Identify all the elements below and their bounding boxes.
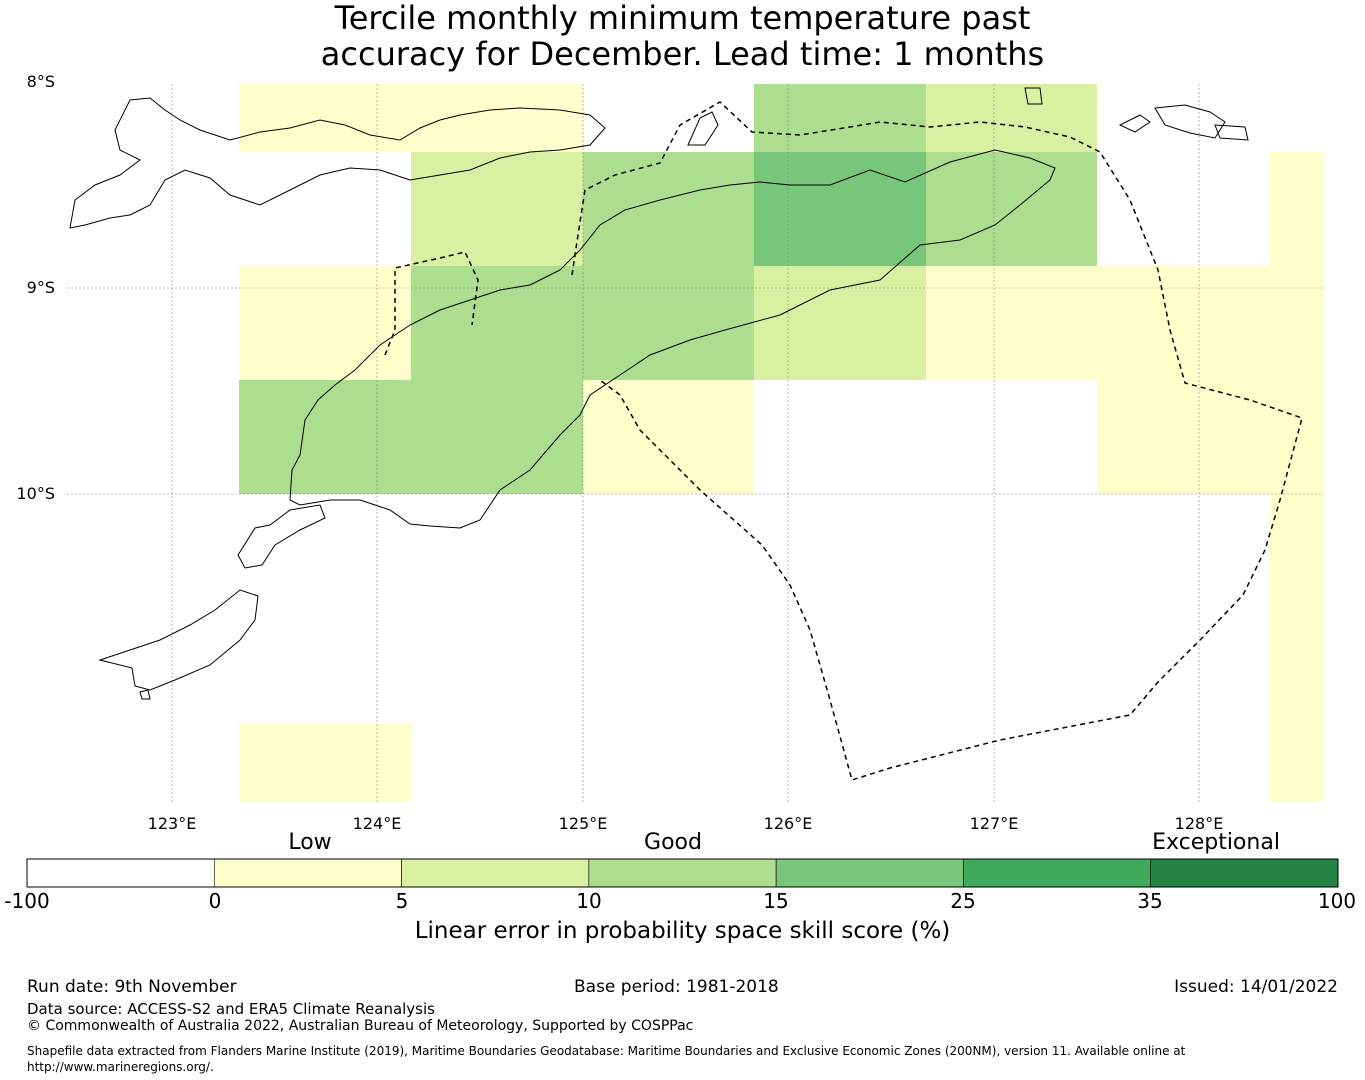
legend-category-good: Good: [644, 830, 702, 855]
skill-cell: [1097, 380, 1269, 494]
colorbar-outline: [26, 858, 1339, 888]
eez-boundary: [384, 101, 1303, 781]
sumba-coastline: [98, 589, 259, 691]
islet2-coastline: [1024, 87, 1043, 105]
skill-cell: [67, 152, 239, 266]
map-title-line1: Tercile monthly minimum temperature past: [334, 0, 1031, 37]
skill-cell: [239, 84, 411, 152]
lat-label: 10°S: [16, 484, 55, 503]
base-period: Base period: 1981-2018: [574, 977, 779, 997]
colorbar-tick: 15: [763, 889, 789, 913]
skill-cell: [1269, 380, 1324, 494]
skill-cell: [239, 494, 411, 608]
skill-cell: [926, 84, 1097, 152]
lon-label: 128°E: [1174, 814, 1224, 833]
coastlines: [69, 87, 1249, 700]
skill-cell: [926, 152, 1097, 266]
skill-cell: [926, 266, 1097, 380]
skill-cell: [411, 84, 583, 152]
colorbar-segment: [213, 858, 402, 888]
skill-cell: [583, 152, 754, 266]
wetar-coastline: [1118, 114, 1151, 133]
data-source: Data source: ACCESS-S2 and ERA5 Climate …: [27, 1000, 435, 1018]
lon-label: 126°E: [763, 814, 813, 833]
skill-cell: [1097, 494, 1269, 608]
skill-cell: [583, 723, 754, 802]
atauro-coastline: [687, 111, 719, 146]
skill-cell: [583, 266, 754, 380]
skill-cell: [1269, 266, 1324, 380]
lat-label: 9°S: [26, 278, 55, 297]
colorbar-segment: [588, 858, 777, 888]
skill-cell: [239, 723, 411, 802]
copyright: © Commonwealth of Australia 2022, Austra…: [27, 1018, 694, 1034]
colorbar-title: Linear error in probability space skill …: [414, 918, 951, 944]
skill-cell: [754, 266, 926, 380]
skill-cell: [411, 152, 583, 266]
colorbar-segment: [1150, 858, 1339, 888]
flores-coastline: [69, 97, 606, 229]
lon-label: 123°E: [147, 814, 197, 833]
skill-cell: [1097, 723, 1269, 802]
skill-cell: [1269, 723, 1324, 802]
colorbar-tick: 100: [1317, 889, 1357, 913]
skill-cell: [67, 723, 239, 802]
skill-cell: [239, 380, 411, 494]
skill-cell: [411, 380, 583, 494]
colorbar-segment: [963, 858, 1152, 888]
colorbar-segment: [401, 858, 590, 888]
babar-coastline: [1154, 104, 1226, 139]
shapefile-credit: Shapefile data extracted from Flanders M…: [27, 1044, 1186, 1074]
colorbar-tick: 0: [208, 889, 222, 913]
rote-coastline: [237, 504, 326, 569]
skill-cell: [1269, 494, 1324, 608]
islet3-coastline: [139, 689, 151, 700]
timor-island-coastline: [289, 149, 1056, 529]
skill-cell: [1097, 608, 1269, 723]
legend-category-exceptional: Exceptional: [1152, 830, 1280, 855]
skill-cell: [411, 266, 583, 380]
colorbar-tick: -100: [4, 889, 50, 913]
lon-label: 127°E: [969, 814, 1019, 833]
colorbar-tick: 10: [576, 889, 602, 913]
skill-cell: [754, 723, 926, 802]
skill-cell: [1269, 152, 1324, 266]
lat-label: 8°S: [26, 72, 55, 91]
lon-label: 124°E: [352, 814, 402, 833]
colorbar-tick: 5: [395, 889, 409, 913]
islet-coastline: [1214, 124, 1249, 141]
colorbar-tick: 25: [950, 889, 976, 913]
run-date: Run date: 9th November: [27, 977, 237, 997]
lon-label: 125°E: [558, 814, 608, 833]
skill-cell: [754, 152, 926, 266]
colorbar-tick: 35: [1137, 889, 1163, 913]
colorbar-segment: [775, 858, 964, 888]
colorbar-segment: [26, 858, 215, 888]
colorbar: [26, 858, 1339, 888]
skill-cell: [1269, 608, 1324, 723]
skill-cell: [754, 84, 926, 152]
skill-cell: [1097, 266, 1269, 380]
skill-cell: [926, 723, 1097, 802]
map-gridlines: [67, 84, 1324, 802]
skill-cell: [754, 380, 926, 494]
skill-cell: [583, 380, 754, 494]
skill-cell: [67, 608, 239, 723]
skill-cell: [239, 266, 411, 380]
legend-category-low: Low: [288, 830, 332, 855]
skill-cell: [583, 84, 754, 152]
issued-date: Issued: 14/01/2022: [1174, 977, 1338, 997]
map-title-line2: accuracy for December. Lead time: 1 mont…: [320, 35, 1045, 73]
skill-cell: [67, 494, 239, 608]
skill-cell: [926, 380, 1097, 494]
skill-cell: [1269, 84, 1324, 152]
